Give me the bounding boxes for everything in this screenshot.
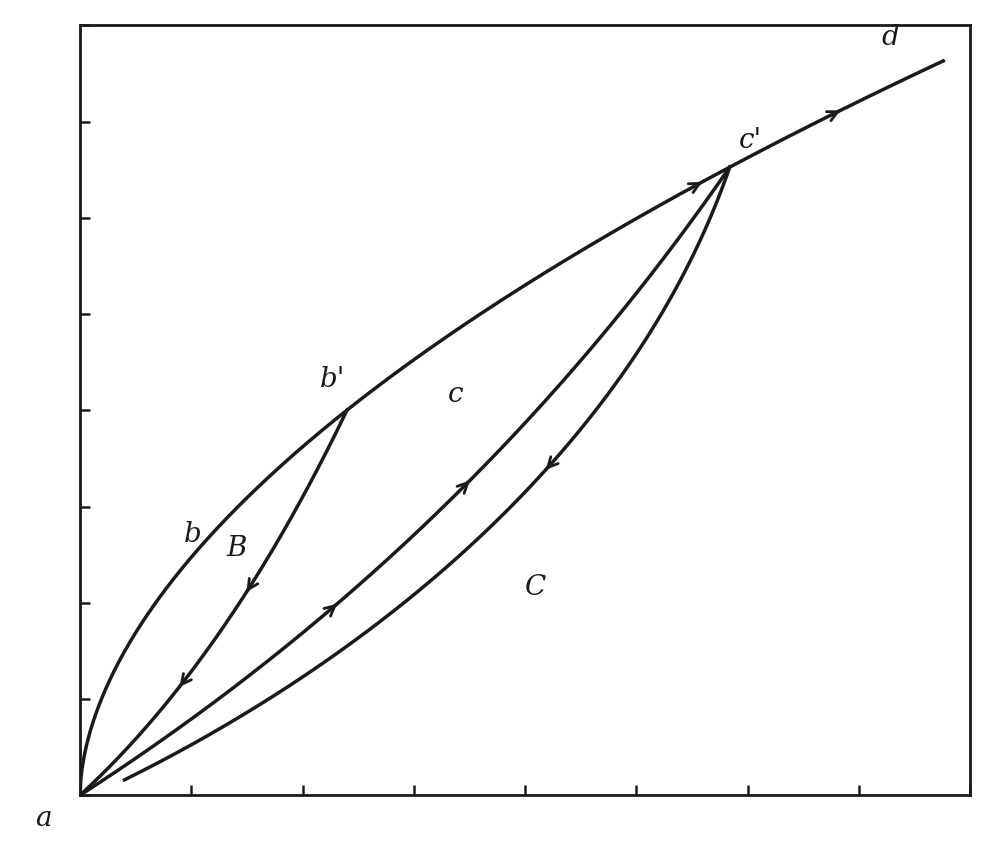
Text: c: c bbox=[448, 381, 463, 408]
Text: b: b bbox=[183, 521, 201, 548]
Text: C: C bbox=[525, 574, 546, 601]
Text: d: d bbox=[881, 25, 899, 52]
Text: c': c' bbox=[739, 127, 762, 154]
Text: B: B bbox=[227, 536, 247, 563]
Text: a: a bbox=[36, 805, 52, 832]
Text: b': b' bbox=[320, 366, 346, 393]
